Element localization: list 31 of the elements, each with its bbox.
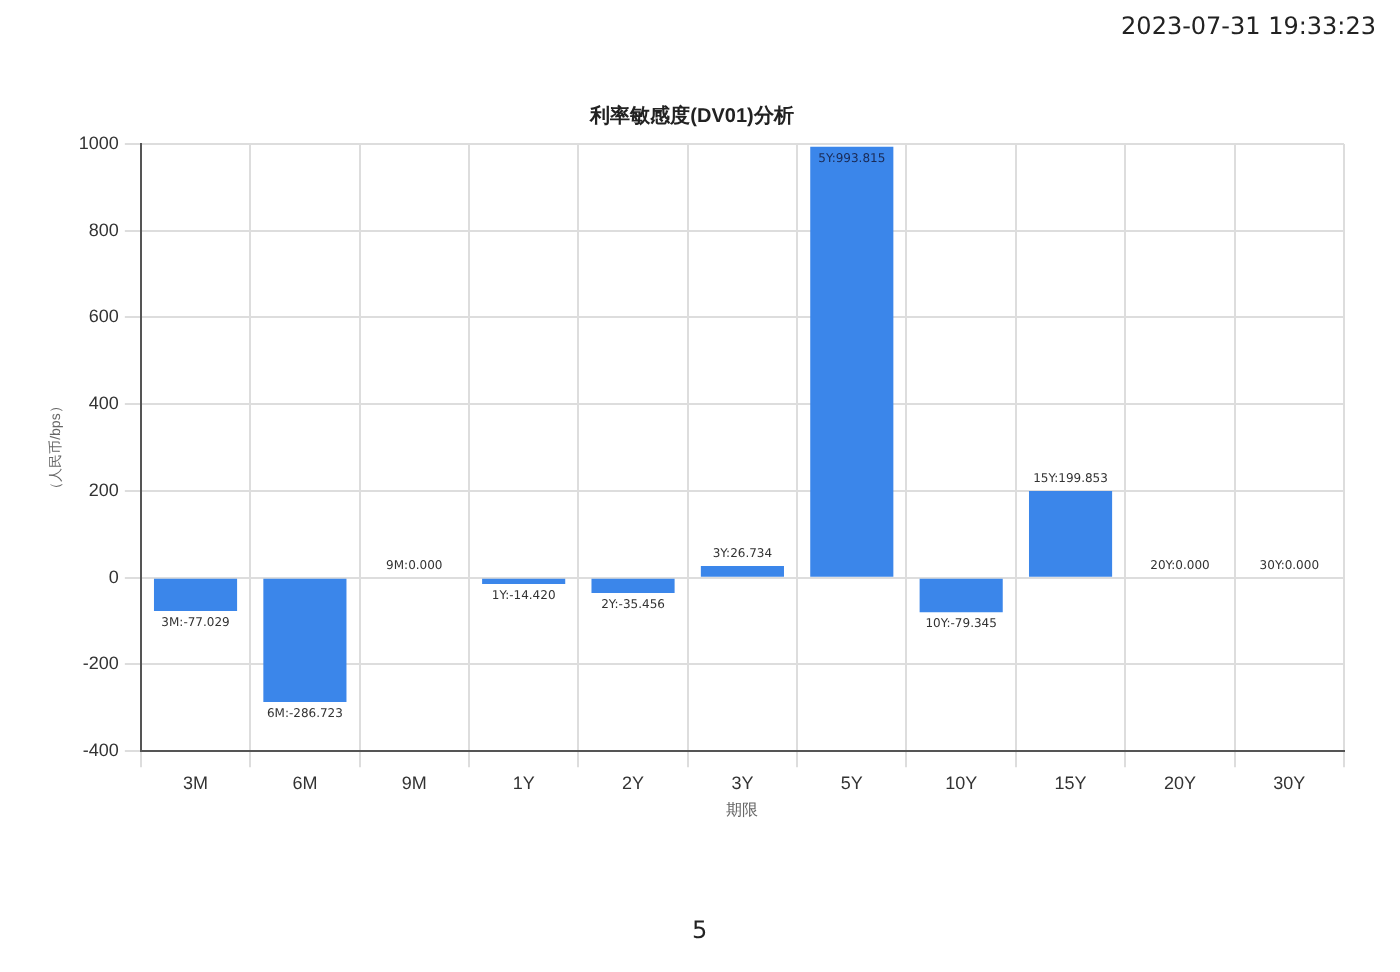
y-tick-label: 0 <box>108 566 119 587</box>
x-tick-label: 1Y <box>512 772 535 793</box>
x-tick-label: 3Y <box>731 772 754 793</box>
y-tick-label: 200 <box>88 479 119 500</box>
x-tick-label: 20Y <box>1163 772 1196 793</box>
x-tick-label: 15Y <box>1054 772 1087 793</box>
y-tick-label: 400 <box>88 393 119 414</box>
bar <box>919 578 1003 613</box>
y-tick-label: 600 <box>88 306 119 327</box>
y-tick-label: -200 <box>82 653 119 674</box>
y-tick-label: -400 <box>82 740 119 761</box>
x-axis-title: 期限 <box>726 800 759 819</box>
bar <box>263 578 347 703</box>
x-tick-label: 30Y <box>1273 772 1306 793</box>
y-tick-label: 1000 <box>78 132 119 153</box>
x-tick-label: 10Y <box>945 772 978 793</box>
bar <box>810 146 894 577</box>
x-tick-label: 2Y <box>622 772 645 793</box>
bar <box>153 578 238 612</box>
x-tick-label: 9M <box>401 772 427 793</box>
chart-title: 利率敏感度(DV01)分析 <box>588 103 794 128</box>
text: 5 <box>692 916 708 944</box>
bar <box>700 566 784 577</box>
x-tick-label: 5Y <box>840 772 863 793</box>
bar <box>482 578 566 584</box>
y-tick-label: 800 <box>88 219 119 240</box>
text: 2023-07-31 19:33:23 <box>1121 12 1376 40</box>
x-tick-label: 3M <box>183 772 209 793</box>
bar <box>591 578 675 594</box>
bar <box>1028 491 1113 577</box>
x-tick-label: 6M <box>292 772 318 793</box>
